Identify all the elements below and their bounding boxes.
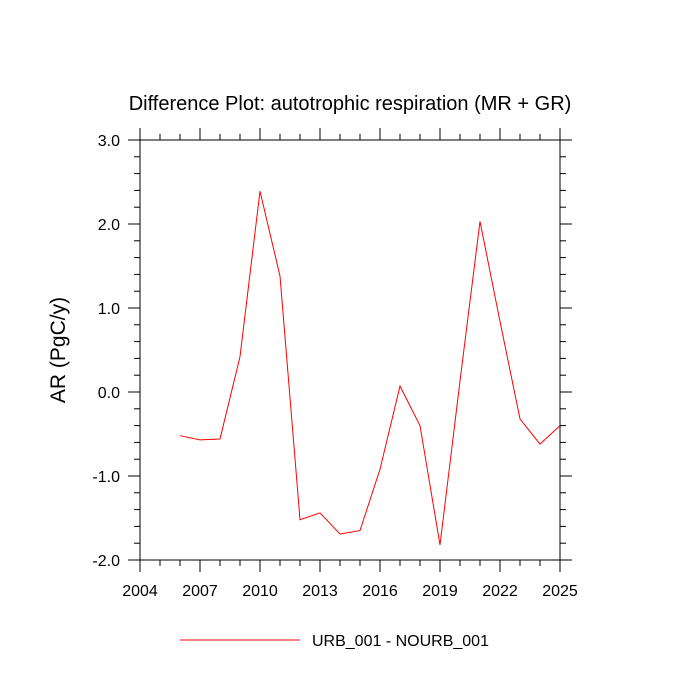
y-tick-label: -1.0	[92, 469, 120, 486]
x-tick-label: 2007	[182, 583, 218, 600]
plot-frame	[139, 139, 561, 561]
axis-ticks	[128, 128, 572, 572]
legend-label: URB_001 - NOURB_001	[312, 633, 489, 650]
series-group	[179, 191, 561, 545]
y-tick-label: 0.0	[98, 385, 120, 402]
x-tick-label: 2013	[302, 583, 338, 600]
y-axis-title: AR (PgC/y)	[47, 297, 70, 403]
y-tick-label: 2.0	[98, 217, 120, 234]
y-tick-label: -2.0	[92, 553, 120, 570]
chart-title: Difference Plot: autotrophic respiration…	[129, 93, 572, 115]
x-tick-label: 2004	[122, 583, 158, 600]
y-tick-label: 1.0	[98, 301, 120, 318]
x-tick-label: 2025	[542, 583, 578, 600]
x-axis-tick-labels: 2004 2007 2010 2013 2016 2019 2022 2025	[122, 583, 578, 600]
x-tick-label: 2016	[362, 583, 398, 600]
x-tick-label: 2022	[482, 583, 518, 600]
y-axis-tick-labels: -2.0 -1.0 0.0 1.0 2.0 3.0	[92, 133, 120, 570]
x-tick-label: 2019	[422, 583, 458, 600]
legend: URB_001 - NOURB_001	[180, 633, 489, 650]
y-tick-label: 3.0	[98, 133, 120, 150]
x-tick-label: 2010	[242, 583, 278, 600]
series-line-urb-minus-nourb	[179, 191, 561, 545]
